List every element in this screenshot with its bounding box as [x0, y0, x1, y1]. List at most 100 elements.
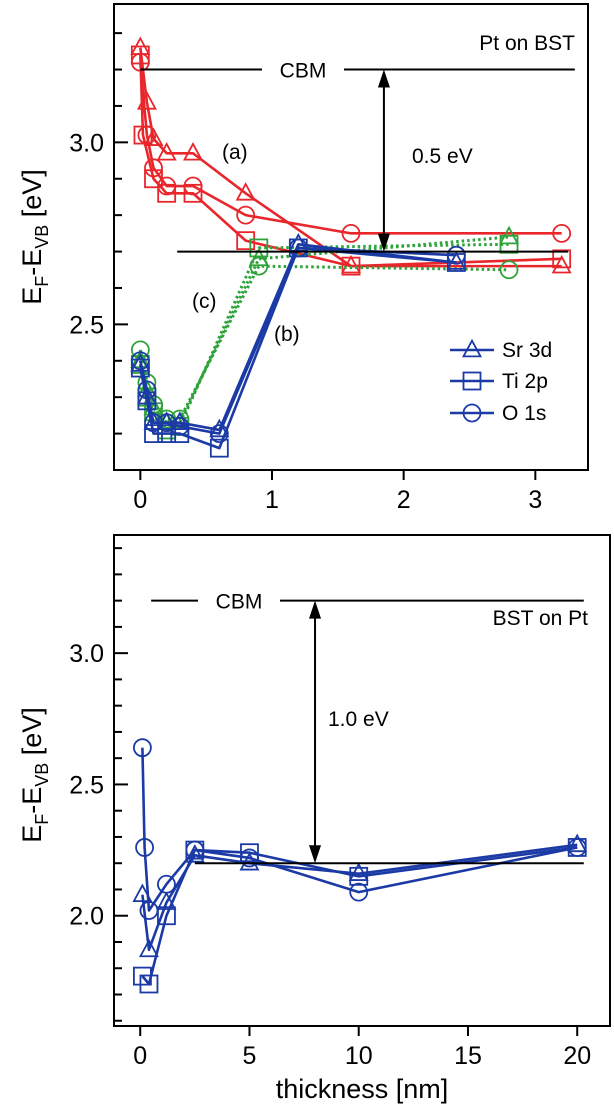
- arrow-head-up: [377, 69, 390, 88]
- data-point-blue-circle: [209, 424, 229, 443]
- data-point-blue-circle: [185, 840, 205, 860]
- legend-label-o1s: O 1s: [502, 402, 546, 425]
- legend-label-ti2p: Ti 2p: [502, 370, 548, 393]
- data-point-red-circle: [137, 125, 157, 145]
- chart-title-bottom: BST on Pt: [493, 607, 588, 630]
- x-tick-label: 0: [133, 486, 147, 514]
- data-point-blue-circle: [137, 380, 157, 400]
- levels-layer-top: CBM: [140, 60, 575, 253]
- data-point-blue-circle: [133, 738, 152, 758]
- x-tick-label: 3: [528, 486, 542, 514]
- data-point-blue-triangle: [156, 891, 177, 910]
- annotation-a: (a): [222, 141, 248, 164]
- series-line-blue-circle: [139, 246, 457, 435]
- data-point-red-circle: [183, 176, 203, 196]
- levels-layer-bottom: CBM: [151, 591, 584, 865]
- data-point-red-circle: [552, 223, 572, 243]
- y-tick-label: 2.5: [69, 311, 104, 339]
- legend-marker-ti2p: [450, 371, 494, 391]
- series-layer-top: [130, 36, 572, 458]
- legend-top: Sr 3d Ti 2p O 1s: [450, 338, 552, 425]
- data-point-green-circle: [249, 256, 269, 276]
- series-layer-bottom: [132, 738, 588, 994]
- data-point-blue-circle: [144, 413, 163, 433]
- chart-bottom: 2.0 2.5 3.0 0 5 10 15 20 CBM BST on Pt 1.0 eV E…: [17, 534, 611, 1104]
- data-point-blue-circle: [170, 416, 190, 436]
- series-line-red-square: [139, 54, 562, 268]
- data-point-red-triangle: [182, 142, 204, 161]
- data-point-red-square: [552, 249, 572, 269]
- x-tick-label: 1: [265, 486, 279, 514]
- data-point-blue-triangle: [567, 833, 588, 853]
- data-point-red-triangle: [143, 127, 164, 146]
- data-point-blue-triangle: [138, 938, 159, 958]
- x-tick-label: 2: [397, 486, 411, 514]
- arrow-head-up: [309, 600, 322, 619]
- x-axis-label: thickness [nm]: [276, 1074, 449, 1104]
- data-point-red-square: [341, 256, 361, 276]
- data-point-blue-circle: [130, 351, 150, 371]
- annotation-b: (b): [274, 323, 300, 346]
- chart-top: 2.53.00 1 2 3 CBM Pt on BST 0.5 eV (a) (b) …: [17, 3, 589, 514]
- data-point-blue-square: [139, 974, 159, 994]
- legend-marker-sr3d: [450, 338, 494, 358]
- data-point-red-circle: [341, 223, 361, 243]
- x-tick-label: 5: [243, 1042, 257, 1070]
- plot-frame-top: [113, 3, 589, 471]
- data-point-red-circle: [130, 52, 150, 72]
- data-point-green-square: [499, 234, 519, 254]
- plot-frame-bottom: [113, 534, 611, 1027]
- legend-symbol-square: [462, 371, 482, 391]
- data-point-red-circle: [144, 158, 163, 178]
- x-tick-label: 0: [133, 1042, 147, 1070]
- chart-title-top: Pt on BST: [479, 32, 575, 55]
- ticks-layer-bottom: 2.0 2.5 3.0 0 5 10 15 20: [69, 547, 591, 1070]
- arrow-head-down: [309, 845, 322, 864]
- data-point-blue-square: [209, 438, 229, 458]
- legend-symbol-circle: [462, 403, 482, 423]
- legend-marker-o1s: [450, 403, 494, 423]
- x-tick-label: 10: [345, 1042, 373, 1070]
- data-point-green-circle: [499, 260, 519, 280]
- series-line-blue-circle: [141, 747, 578, 912]
- y-tick-label: 2.0: [69, 903, 104, 931]
- data-point-blue-triangle: [209, 418, 230, 438]
- data-point-blue-square: [144, 424, 163, 443]
- data-point-blue-circle: [240, 848, 259, 868]
- annotation-c: (c): [192, 290, 217, 313]
- y-tick-label: 3.0: [69, 129, 104, 157]
- arrow-label-bottom: 1.0 eV: [328, 708, 389, 731]
- data-point-red-circle: [157, 176, 177, 196]
- data-point-red-triangle: [156, 142, 177, 161]
- data-point-blue-circle: [349, 882, 369, 902]
- ticks-layer-top: 2.5 3.0 0 1 2 3: [69, 32, 542, 514]
- data-point-blue-circle: [157, 413, 177, 433]
- series-line-red-circle: [139, 62, 562, 235]
- x-tick-label: 20: [563, 1042, 591, 1070]
- y-axis-label-bottom: EF-EVB [eV]: [17, 707, 52, 843]
- data-point-blue-circle: [567, 838, 587, 857]
- data-point-green-circle: [130, 340, 150, 360]
- data-point-blue-circle: [288, 238, 308, 258]
- arrow-head-down: [377, 233, 390, 252]
- data-point-red-triangle: [235, 182, 256, 201]
- data-point-green-square: [249, 238, 269, 258]
- data-point-blue-square: [240, 843, 259, 863]
- data-point-blue-circle: [157, 874, 176, 894]
- x-tick-label: 15: [454, 1042, 482, 1070]
- series-line-blue-triangle: [141, 843, 578, 952]
- y-tick-label: 3.0: [69, 640, 104, 668]
- data-point-blue-triangle: [348, 862, 369, 881]
- data-point-blue-square: [349, 866, 369, 886]
- y-tick-label: 2.5: [69, 771, 104, 799]
- data-point-red-circle: [236, 205, 256, 225]
- legend-symbol-triangle: [461, 338, 483, 358]
- legend-label-sr3d: Sr 3d: [502, 339, 552, 362]
- cbm-label: CBM: [280, 60, 327, 83]
- data-point-red-triangle: [551, 254, 572, 274]
- data-point-blue-square: [157, 906, 176, 926]
- series-line-green-circle: [138, 264, 510, 421]
- series-line-green-square: [138, 242, 510, 432]
- data-point-blue-circle: [135, 838, 154, 857]
